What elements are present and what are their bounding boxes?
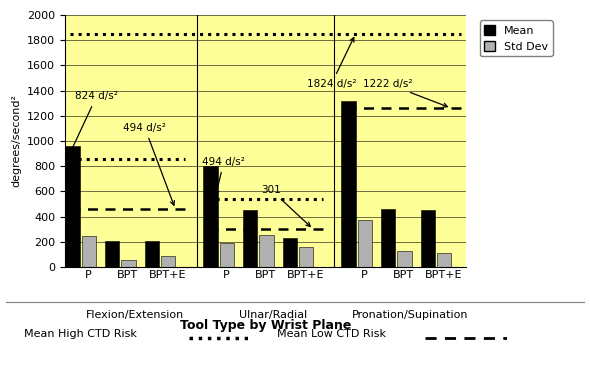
Text: Mean Low CTD Risk: Mean Low CTD Risk — [277, 329, 386, 339]
Bar — [260, 235, 274, 267]
Legend: Mean, Std Dev: Mean, Std Dev — [480, 20, 553, 56]
Bar — [381, 209, 395, 267]
Bar — [105, 241, 119, 267]
Bar — [145, 241, 159, 267]
Text: 1824 d/s²: 1824 d/s² — [307, 37, 356, 89]
Text: 301: 301 — [261, 185, 310, 226]
Text: 824 d/s²: 824 d/s² — [69, 91, 118, 155]
Bar — [342, 101, 356, 267]
Text: 494 d/s²: 494 d/s² — [202, 157, 245, 195]
Y-axis label: degrees/second²: degrees/second² — [11, 95, 21, 187]
Bar — [122, 260, 136, 267]
X-axis label: Tool Type by Wrist Plane: Tool Type by Wrist Plane — [180, 319, 351, 332]
Bar — [161, 256, 175, 267]
Bar — [358, 220, 372, 267]
Bar — [204, 166, 218, 267]
Text: Pronation/Supination: Pronation/Supination — [352, 310, 469, 320]
Bar — [283, 238, 297, 267]
Bar — [81, 236, 96, 267]
Bar — [398, 251, 412, 267]
Text: Flexion/Extension: Flexion/Extension — [86, 310, 183, 320]
Text: Mean High CTD Risk: Mean High CTD Risk — [24, 329, 136, 339]
Bar — [243, 210, 257, 267]
Bar — [421, 210, 435, 267]
Text: 1222 d/s²: 1222 d/s² — [363, 79, 447, 107]
Bar — [219, 243, 234, 267]
Bar — [437, 253, 451, 267]
Text: Ulnar/Radial: Ulnar/Radial — [238, 310, 307, 320]
Bar — [65, 146, 80, 267]
Bar — [299, 247, 313, 267]
Text: 494 d/s²: 494 d/s² — [123, 123, 175, 205]
